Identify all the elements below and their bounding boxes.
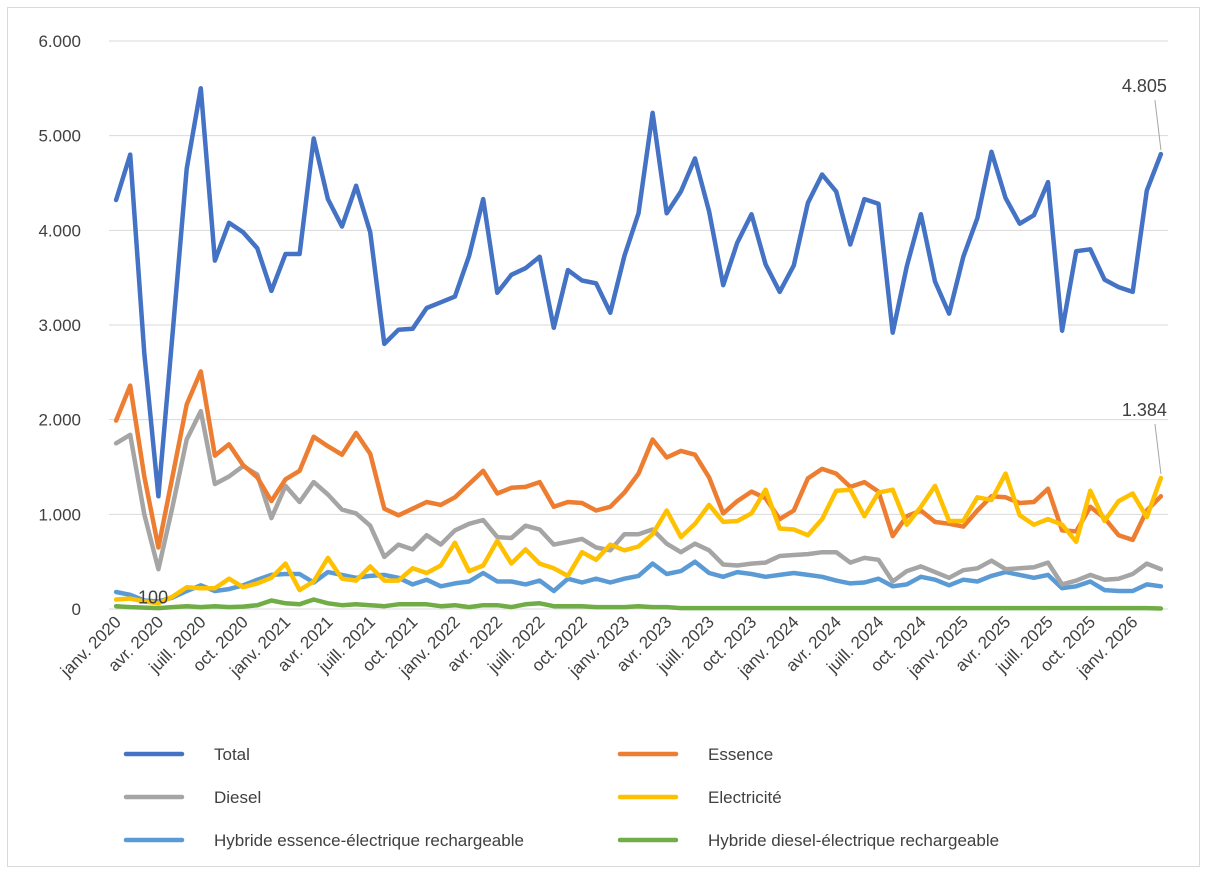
legend-label: Diesel xyxy=(214,788,261,807)
chart-area: 0 1.000 2.000 3.000 4.000 5.000 6.000 janv. 20… xyxy=(7,7,1200,867)
series-line-1 xyxy=(113,369,1164,550)
series-line-3 xyxy=(113,471,1164,606)
series-line-0 xyxy=(113,86,1164,499)
legend-label: Hybride essence-électrique rechargeable xyxy=(214,831,524,850)
callout-leader xyxy=(1154,100,1162,151)
gridlines xyxy=(109,40,1168,610)
y-tick-label: 2.000 xyxy=(38,411,81,430)
data-label: 100 xyxy=(138,588,168,608)
data-label: 1.384 xyxy=(1122,400,1167,420)
y-tick-label: 4.000 xyxy=(38,221,81,240)
legend-label: Electricité xyxy=(708,788,782,807)
data-label-annotations: 4.805 1.384 100 xyxy=(138,76,1167,607)
y-tick-label: 5.000 xyxy=(38,127,81,146)
series-line-2 xyxy=(113,408,1164,587)
y-tick-label: 1.000 xyxy=(38,505,81,524)
y-axis-tick-labels: 0 1.000 2.000 3.000 4.000 5.000 6.000 xyxy=(38,32,81,619)
legend: Total Essence Diesel Electricité Hybride ess… xyxy=(123,745,999,850)
data-label: 4.805 xyxy=(1122,76,1167,96)
callout-leader xyxy=(1154,423,1162,475)
series-lines xyxy=(113,86,1164,611)
line-chart: 0 1.000 2.000 3.000 4.000 5.000 6.000 janv. 20… xyxy=(38,32,1168,850)
legend-label: Total xyxy=(214,745,250,764)
y-tick-label: 0 xyxy=(72,600,81,619)
legend-label: Essence xyxy=(708,745,773,764)
y-tick-label: 3.000 xyxy=(38,316,81,335)
series-line-5 xyxy=(113,597,1164,611)
y-tick-label: 6.000 xyxy=(38,32,81,51)
legend-label: Hybride diesel-électrique rechargeable xyxy=(708,831,999,850)
